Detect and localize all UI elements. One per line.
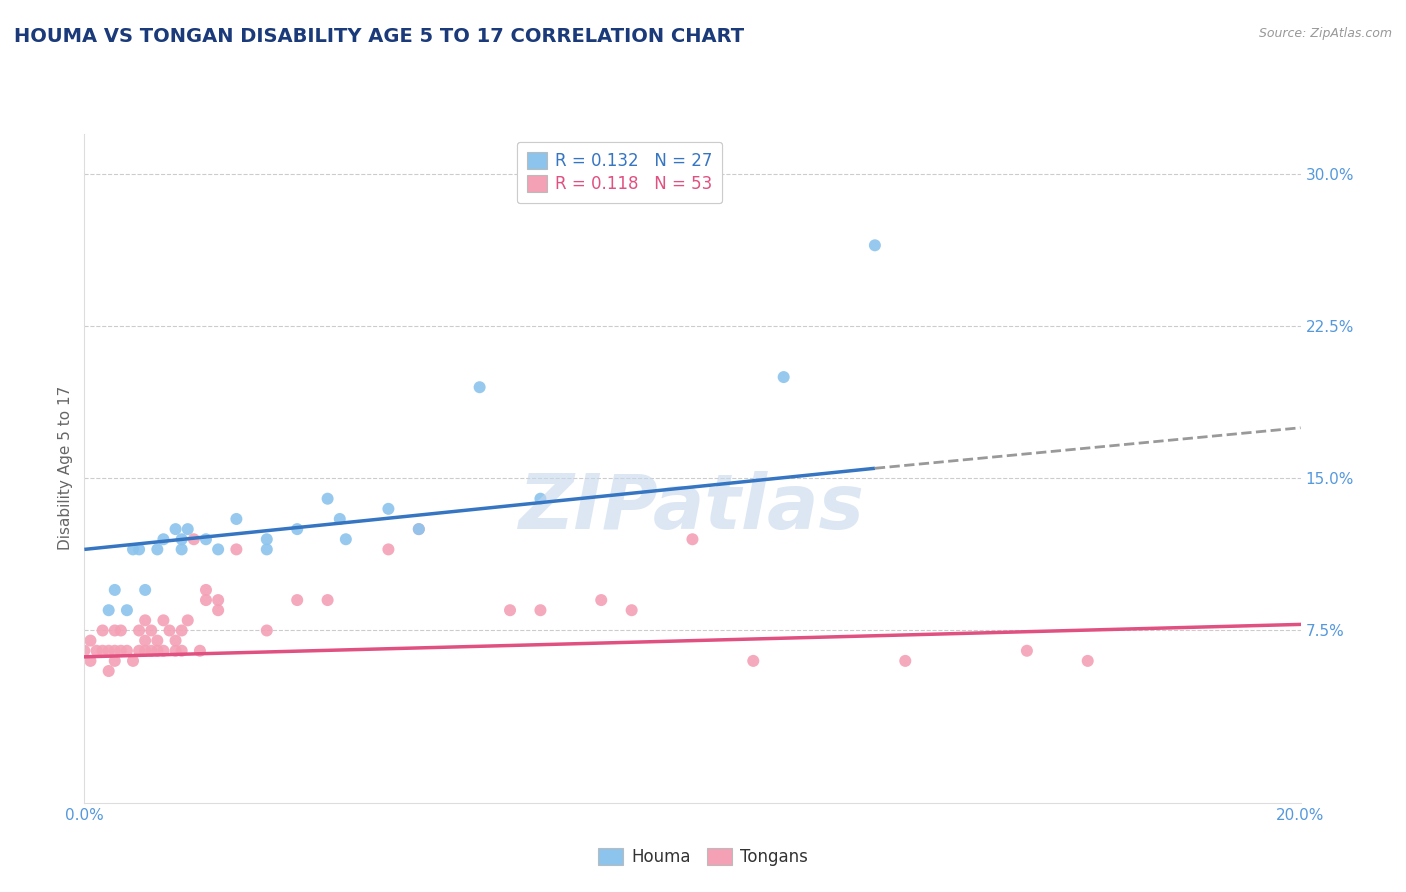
Point bbox=[104, 644, 127, 658]
Point bbox=[134, 633, 156, 648]
Legend: Houma, Tongans: Houma, Tongans bbox=[589, 840, 817, 875]
Point bbox=[194, 533, 218, 547]
Point bbox=[152, 644, 174, 658]
Point bbox=[256, 533, 278, 547]
Point bbox=[104, 582, 127, 597]
Point bbox=[73, 644, 96, 658]
Point bbox=[772, 370, 794, 384]
Point bbox=[152, 533, 174, 547]
Point bbox=[316, 491, 339, 506]
Point bbox=[128, 624, 150, 638]
Point bbox=[177, 522, 200, 536]
Point bbox=[104, 624, 127, 638]
Point bbox=[207, 603, 229, 617]
Point bbox=[207, 542, 229, 557]
Point bbox=[110, 644, 132, 658]
Point bbox=[225, 512, 247, 526]
Point bbox=[194, 593, 218, 607]
Point bbox=[141, 644, 163, 658]
Point bbox=[316, 593, 339, 607]
Point bbox=[335, 533, 357, 547]
Point bbox=[170, 533, 193, 547]
Point bbox=[97, 603, 120, 617]
Point bbox=[620, 603, 643, 617]
Point bbox=[122, 654, 145, 668]
Point bbox=[863, 238, 886, 252]
Point bbox=[742, 654, 765, 668]
Point bbox=[194, 582, 218, 597]
Point bbox=[159, 624, 181, 638]
Point bbox=[97, 664, 120, 678]
Point bbox=[165, 644, 187, 658]
Point bbox=[499, 603, 522, 617]
Point bbox=[146, 633, 169, 648]
Point bbox=[170, 624, 193, 638]
Point bbox=[408, 522, 430, 536]
Point bbox=[91, 624, 114, 638]
Point bbox=[894, 654, 917, 668]
Point bbox=[468, 380, 491, 394]
Point bbox=[79, 654, 101, 668]
Point bbox=[377, 501, 399, 516]
Point bbox=[97, 644, 120, 658]
Point bbox=[128, 542, 150, 557]
Point bbox=[146, 542, 169, 557]
Legend: R = 0.132   N = 27, R = 0.118   N = 53: R = 0.132 N = 27, R = 0.118 N = 53 bbox=[516, 142, 723, 203]
Point bbox=[329, 512, 352, 526]
Point bbox=[207, 593, 229, 607]
Point bbox=[141, 624, 163, 638]
Point bbox=[1015, 644, 1038, 658]
Point bbox=[170, 542, 193, 557]
Point bbox=[529, 603, 551, 617]
Point bbox=[529, 491, 551, 506]
Point bbox=[115, 644, 138, 658]
Point bbox=[285, 522, 308, 536]
Point bbox=[152, 613, 174, 627]
Text: ZIPatlas: ZIPatlas bbox=[519, 472, 866, 545]
Point bbox=[146, 644, 169, 658]
Point bbox=[165, 522, 187, 536]
Point bbox=[256, 542, 278, 557]
Point bbox=[377, 542, 399, 557]
Point bbox=[188, 644, 211, 658]
Point bbox=[86, 644, 108, 658]
Point bbox=[134, 613, 156, 627]
Point bbox=[104, 654, 127, 668]
Point bbox=[408, 522, 430, 536]
Point bbox=[122, 542, 145, 557]
Point bbox=[134, 644, 156, 658]
Point bbox=[256, 624, 278, 638]
Y-axis label: Disability Age 5 to 17: Disability Age 5 to 17 bbox=[58, 386, 73, 550]
Point bbox=[177, 613, 200, 627]
Point bbox=[225, 542, 247, 557]
Point bbox=[285, 593, 308, 607]
Point bbox=[134, 582, 156, 597]
Point bbox=[91, 644, 114, 658]
Point bbox=[79, 633, 101, 648]
Point bbox=[591, 593, 613, 607]
Point bbox=[1077, 654, 1099, 668]
Point bbox=[115, 603, 138, 617]
Point bbox=[183, 533, 205, 547]
Point bbox=[682, 533, 704, 547]
Point bbox=[170, 644, 193, 658]
Text: HOUMA VS TONGAN DISABILITY AGE 5 TO 17 CORRELATION CHART: HOUMA VS TONGAN DISABILITY AGE 5 TO 17 C… bbox=[14, 27, 744, 45]
Point bbox=[128, 644, 150, 658]
Point bbox=[165, 633, 187, 648]
Point bbox=[110, 624, 132, 638]
Text: Source: ZipAtlas.com: Source: ZipAtlas.com bbox=[1258, 27, 1392, 40]
